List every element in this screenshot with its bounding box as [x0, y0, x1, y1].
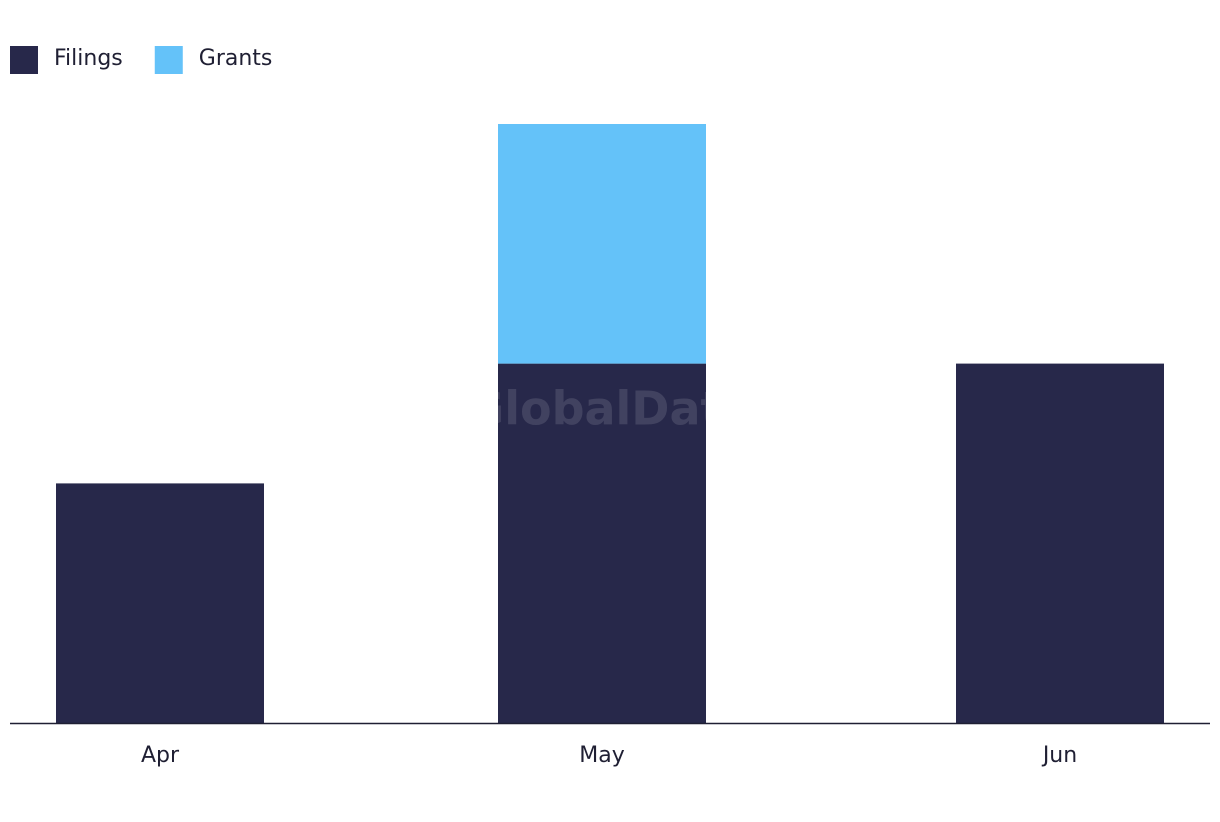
x-tick-label: Apr	[141, 743, 180, 768]
x-tick-label: May	[579, 743, 624, 768]
bar-segment	[498, 363, 706, 723]
bar-segment	[956, 363, 1164, 723]
legend-label: Grants	[199, 46, 273, 71]
legend-label: Filings	[54, 46, 123, 71]
legend-swatch	[154, 46, 183, 74]
x-tick-label: Jun	[1041, 743, 1077, 768]
bar-segment	[498, 124, 706, 364]
plot	[56, 124, 1164, 723]
bar-segment	[56, 483, 264, 723]
watermark: GlobalData	[466, 382, 753, 436]
legend-swatch	[10, 46, 38, 74]
